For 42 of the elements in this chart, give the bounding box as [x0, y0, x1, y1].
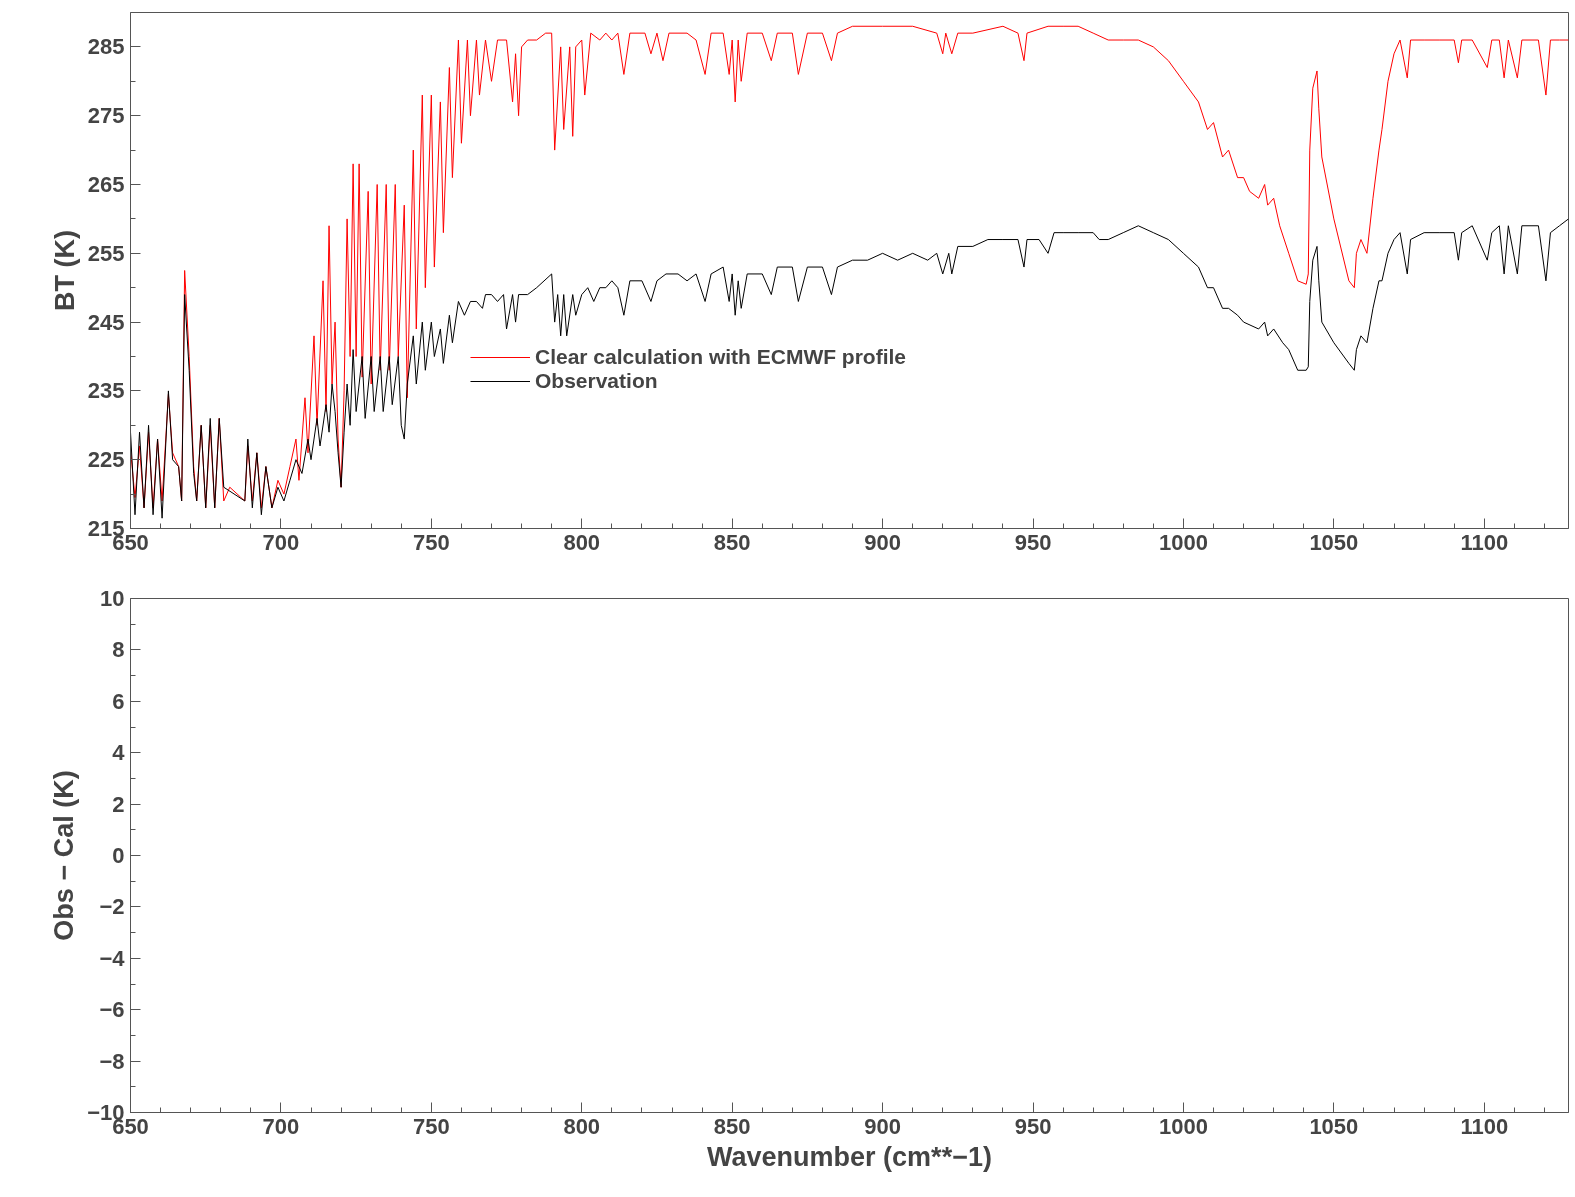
y-tick-label: −2	[99, 894, 125, 920]
y-tick-label: 285	[87, 34, 125, 60]
x-tick-label: 800	[563, 529, 601, 555]
y-tick-label: 245	[87, 309, 125, 335]
y-tick-label: −6	[99, 997, 125, 1023]
x-tick-label: 750	[412, 529, 450, 555]
y-tick-label: 10	[100, 586, 125, 611]
y-axis-title: Obs − Cal (K)	[49, 770, 80, 941]
x-tick-label: 850	[713, 1113, 751, 1139]
x-tick-label: 1000	[1158, 529, 1208, 555]
y-axis-title: BT (K)	[49, 230, 80, 311]
x-axis-title: Wavenumber (cm**−1)	[707, 1141, 992, 1172]
x-tick-label: 950	[1014, 529, 1052, 555]
line-series	[130, 25, 1569, 509]
y-tick-label: 235	[87, 378, 125, 404]
y-tick-label: 275	[87, 103, 125, 129]
y-tick-label: 0	[112, 843, 125, 868]
x-tick-label: 900	[864, 1113, 901, 1139]
y-tick-label: 225	[87, 447, 125, 473]
legend-label: Clear calculation with ECMWF profile	[535, 345, 907, 369]
x-tick-label: 1050	[1309, 529, 1359, 555]
y-tick-label: 4	[112, 740, 126, 766]
line-series	[130, 218, 1569, 519]
x-tick-label: 750	[412, 1113, 450, 1139]
x-tick-label: 950	[1014, 1113, 1052, 1139]
y-tick-label: 255	[87, 240, 125, 266]
y-tick-label: 6	[112, 688, 125, 714]
y-tick-label: −4	[99, 945, 126, 971]
x-tick-label: 800	[563, 1113, 601, 1139]
x-tick-label: 1100	[1460, 529, 1509, 555]
x-tick-label: 900	[864, 529, 901, 555]
x-tick-label: 1050	[1309, 1113, 1359, 1139]
x-tick-label: 850	[713, 529, 751, 555]
x-tick-label: 700	[262, 1113, 300, 1139]
legend-label: Observation	[535, 369, 658, 393]
y-tick-label: −8	[99, 1048, 125, 1074]
y-tick-label: 2	[112, 791, 125, 817]
x-tick-label: 1000	[1158, 1113, 1208, 1139]
x-tick-label: 1100	[1460, 1113, 1509, 1139]
y-tick-label: 8	[112, 637, 125, 663]
y-tick-label: 265	[87, 172, 125, 197]
x-tick-label: 700	[262, 529, 300, 555]
